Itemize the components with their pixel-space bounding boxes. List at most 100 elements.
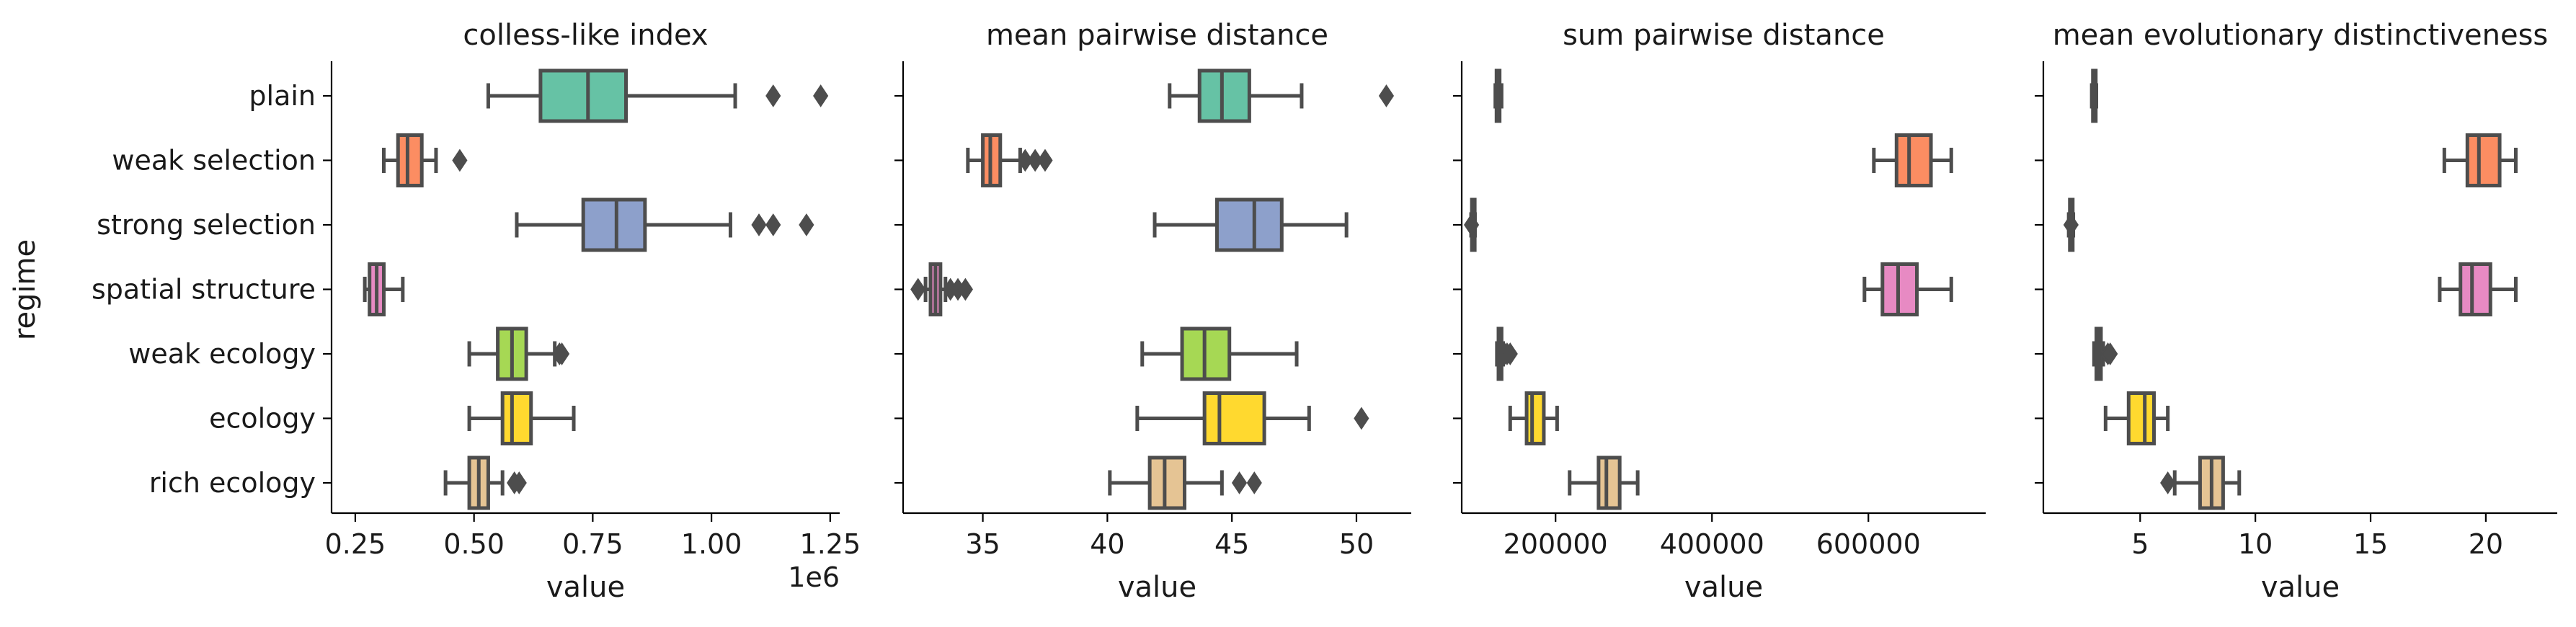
x-tick-label: 50 (1339, 528, 1374, 560)
x-axis-label: value (2261, 571, 2340, 604)
box-ecology (467, 391, 576, 445)
flier-point (1378, 84, 1395, 107)
flier-point (452, 148, 468, 172)
flier-point (1463, 213, 1480, 236)
box-plain (1168, 68, 1395, 123)
x-tick-label: 1.00 (681, 528, 742, 560)
box-body (1202, 391, 1266, 445)
x-tick-label: 40 (1090, 528, 1124, 560)
box-weak-ecology (467, 326, 570, 381)
x-tick-label: 0.50 (443, 528, 505, 560)
box-body (2465, 133, 2502, 187)
x-tick-label: 0.75 (562, 528, 623, 560)
x-tick-label: 5 (2131, 528, 2149, 560)
box-plain (1493, 68, 1504, 123)
flier-point (511, 471, 527, 494)
y-tick-label-rich-ecology: rich ecology (149, 467, 316, 499)
box-strong-selection (1152, 197, 1349, 252)
box-weak-ecology (2092, 326, 2118, 381)
panel-mean-pairwise-distance: mean pairwise distance 35 40 45 50 value (894, 19, 1411, 604)
x-tick-label: 1.25 (800, 528, 861, 560)
x-tick-label: 400000 (1660, 528, 1764, 560)
flier-point (765, 213, 781, 236)
x-tick-label: 15 (2353, 528, 2388, 560)
box-body (1894, 133, 1933, 187)
flier-point (765, 84, 781, 107)
box-spatial-structure (363, 262, 405, 316)
flier-point (813, 84, 829, 107)
flier-point (2063, 213, 2079, 236)
y-tick-label-ecology: ecology (209, 403, 316, 435)
box-ecology (1135, 391, 1369, 445)
flier-point (1231, 471, 1248, 494)
box-weak-selection (381, 133, 468, 187)
flier-point (957, 277, 973, 301)
box-weak-selection (1872, 133, 1953, 187)
box-weak-selection (966, 133, 1053, 187)
x-tick-label: 200000 (1504, 528, 1608, 560)
box-body (2126, 391, 2156, 445)
box-strong-selection (2063, 197, 2079, 252)
panel-sum-pairwise-distance: sum pairwise distance 200000 400000 600000 v… (1453, 19, 1986, 604)
box-body (1596, 455, 1622, 510)
flier-point (1037, 148, 1053, 172)
box-weak-selection (2442, 133, 2518, 187)
panel-title: colless-like index (463, 19, 708, 52)
box-weak-ecology (1495, 326, 1518, 381)
flier-point (799, 213, 814, 236)
x-tick-label: 0.25 (325, 528, 386, 560)
box-spatial-structure (2438, 262, 2518, 316)
box-plain (486, 68, 829, 123)
x-tick-label: 10 (2238, 528, 2273, 560)
box-plain (2089, 68, 2099, 123)
box-body (538, 68, 629, 123)
y-tick-label-weak-ecology: weak ecology (128, 338, 316, 370)
box-body (396, 133, 424, 187)
box-ecology (2103, 391, 2170, 445)
y-tick-label-weak-selection: weak selection (112, 145, 316, 177)
box-strong-selection (1463, 197, 1480, 252)
panel-mean-evolutionary-distinctiveness: mean evolutionary distinctiveness 5 10 15 20… (2035, 19, 2557, 604)
flier-point (910, 277, 926, 301)
y-tick-label-plain: plain (249, 80, 316, 112)
panel-title: mean pairwise distance (986, 19, 1328, 52)
x-tick-label: 20 (2469, 528, 2503, 560)
box-body (1214, 197, 1284, 252)
x-offset-label: 1e6 (788, 561, 840, 593)
box-body (1197, 68, 1251, 123)
box-spatial-structure (910, 262, 973, 316)
panel-colless-like-index: colless-like index plain weak selection str… (92, 19, 861, 604)
x-axis-label: value (1684, 571, 1763, 604)
panels: colless-like index plain weak selection str… (92, 19, 2557, 604)
x-tick-label: 600000 (1816, 528, 1921, 560)
x-axis-label: value (1118, 571, 1196, 604)
box-rich-ecology (1568, 455, 1640, 510)
y-tick-label-spatial-structure: spatial structure (92, 274, 316, 306)
box-body (500, 391, 533, 445)
flier-point (554, 342, 570, 365)
y-tick-label-strong-selection: strong selection (97, 209, 316, 241)
x-axis-label: value (546, 571, 625, 604)
box-rich-ecology (1108, 455, 1262, 510)
panel-title: mean evolutionary distinctiveness (2053, 19, 2549, 52)
flier-point (2160, 471, 2176, 494)
box-rich-ecology (443, 455, 527, 510)
panel-title: sum pairwise distance (1563, 19, 1885, 52)
flier-point (751, 213, 767, 236)
flier-point (1502, 342, 1518, 365)
box-weak-ecology (1140, 326, 1299, 381)
box-rich-ecology (2160, 455, 2242, 510)
y-axis-label: regime (9, 239, 42, 340)
x-tick-label: 35 (965, 528, 1000, 560)
x-tick-label: 45 (1214, 528, 1249, 560)
box-strong-selection (515, 197, 814, 252)
flier-point (2102, 342, 2118, 365)
box-body (1524, 391, 1546, 445)
flier-point (1354, 406, 1369, 430)
box-body (2459, 262, 2492, 316)
box-spatial-structure (1862, 262, 1953, 316)
box-body (581, 197, 647, 252)
flier-point (1246, 471, 1262, 494)
box-ecology (1508, 391, 1559, 445)
